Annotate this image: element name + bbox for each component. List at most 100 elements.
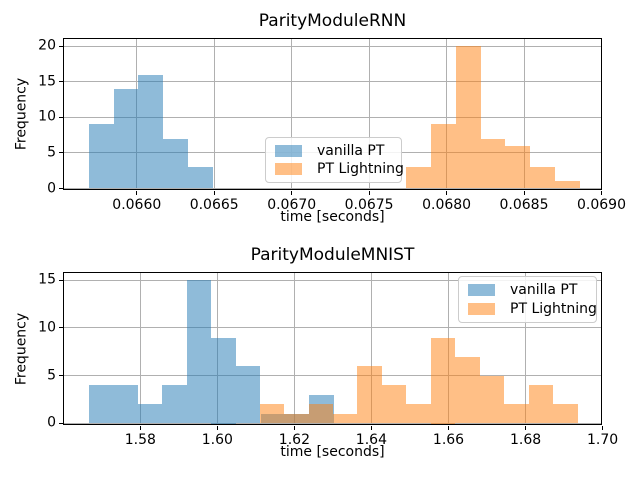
y-tick-label: 10: [38, 108, 56, 125]
y-tick-mark: [59, 81, 63, 83]
histogram-bar: [504, 404, 529, 424]
y-gridline: [64, 327, 601, 329]
x-tick-label: 0.0660: [112, 197, 162, 213]
mnist-histogram-axes: ParityModuleMNIST time [seconds] Frequen…: [14, 245, 619, 460]
x-tick-label: 0.0675: [344, 197, 394, 213]
legend-entry: PT Lightning: [275, 160, 404, 178]
x-tick-mark: [525, 426, 527, 430]
histogram-bar: [357, 366, 382, 424]
histogram-bar: [163, 138, 188, 189]
x-tick-mark: [448, 426, 449, 430]
x-tick-mark: [368, 191, 370, 195]
legend-series-label: PT Lightning: [317, 161, 404, 177]
x-tick-label: 1.64: [355, 432, 387, 448]
x-tick-mark: [293, 426, 295, 430]
y-tick-mark: [59, 45, 63, 47]
mnist-legend: vanilla PT PT Lightning: [458, 276, 597, 323]
y-gridline: [64, 188, 601, 189]
histogram-bar: [530, 167, 555, 189]
legend-color-patch: [275, 145, 302, 157]
histogram-bar: [480, 138, 506, 189]
histogram-bar: [406, 404, 431, 424]
legend-color-patch: [468, 284, 495, 297]
histogram-bar: [235, 366, 261, 424]
histogram-bar: [406, 167, 432, 189]
histogram-bar: [162, 385, 187, 424]
x-gridline: [523, 39, 525, 189]
x-tick-mark: [446, 191, 448, 195]
histogram-bar: [138, 74, 164, 189]
histogram-bar: [552, 404, 578, 424]
x-tick-label: 0.0665: [189, 197, 239, 213]
rnn-legend: vanilla PT PT Lightning: [265, 137, 404, 183]
histogram-bar: [187, 167, 213, 189]
x-gridline: [525, 273, 527, 424]
legend-series-label: vanilla PT: [510, 282, 578, 299]
histogram-bar: [332, 413, 358, 424]
y-gridline: [64, 279, 601, 281]
y-tick-mark: [59, 116, 63, 118]
histogram-bar: [88, 385, 114, 424]
x-tick-mark: [139, 426, 141, 430]
x-gridline: [291, 39, 293, 189]
x-tick-label: 0.0670: [267, 197, 317, 213]
x-tick-label: 0.0690: [577, 197, 626, 213]
legend-color-patch: [275, 163, 302, 175]
x-tick-mark: [291, 191, 293, 195]
legend-entry: PT Lightning: [468, 300, 597, 319]
x-gridline: [601, 39, 602, 189]
histogram-bar: [113, 385, 138, 424]
histogram-bar: [88, 124, 114, 189]
x-tick-label: 1.60: [201, 432, 233, 448]
y-tick-label: 20: [38, 37, 56, 54]
x-gridline: [139, 273, 141, 424]
y-gridline: [64, 375, 601, 377]
histogram-bar: [211, 337, 236, 424]
legend-series-label: PT Lightning: [510, 300, 597, 317]
legend-color-patch: [468, 302, 495, 315]
rnn-plot-title: ParityModuleRNN: [258, 11, 407, 31]
histogram-bar: [284, 413, 309, 424]
x-tick-label: 0.0685: [499, 197, 549, 213]
legend-entry: vanilla PT: [468, 281, 586, 300]
legend-entry: vanilla PT: [275, 142, 391, 160]
x-tick-label: 1.68: [510, 432, 542, 448]
histogram-bar: [430, 337, 456, 424]
y-tick-mark: [59, 188, 63, 189]
histogram-bar: [259, 404, 284, 424]
x-tick-mark: [213, 191, 215, 195]
histogram-bar: [455, 356, 480, 424]
x-gridline: [293, 273, 295, 424]
x-tick-label: 1.58: [124, 432, 156, 448]
y-tick-label: 10: [38, 319, 56, 336]
y-tick-label: 5: [47, 367, 56, 384]
legend-series-label: vanilla PT: [317, 143, 385, 159]
x-gridline: [213, 39, 215, 189]
y-gridline: [64, 45, 601, 47]
histogram-bar: [431, 124, 456, 189]
y-tick-mark: [59, 375, 63, 377]
x-tick-label: 1.66: [432, 432, 465, 448]
y-tick-label: 15: [38, 73, 56, 90]
y-tick-mark: [59, 152, 63, 154]
mnist-plot-title: ParityModuleMNIST: [250, 245, 415, 265]
y-tick-mark: [59, 327, 63, 329]
rnn-histogram-axes: ParityModuleRNN time [seconds] Frequency…: [14, 11, 627, 225]
histogram-bar: [555, 181, 580, 189]
y-tick-label: 5: [47, 144, 56, 161]
x-tick-mark: [136, 191, 138, 195]
histogram-bar: [186, 280, 212, 424]
histogram-bar: [308, 404, 333, 424]
mnist-x-axis-label: time [seconds]: [280, 444, 385, 460]
x-tick-label: 1.70: [587, 432, 619, 448]
histogram-bar: [137, 404, 163, 424]
x-gridline: [370, 273, 372, 424]
x-tick-mark: [523, 191, 525, 195]
rnn-x-axis-label: time [seconds]: [280, 209, 385, 225]
histogram-bar: [505, 145, 531, 189]
x-tick-mark: [370, 426, 372, 430]
y-tick-label: 15: [38, 271, 56, 288]
histogram-bar: [479, 375, 504, 424]
x-tick-label: 1.62: [278, 432, 310, 448]
x-gridline: [446, 39, 448, 189]
